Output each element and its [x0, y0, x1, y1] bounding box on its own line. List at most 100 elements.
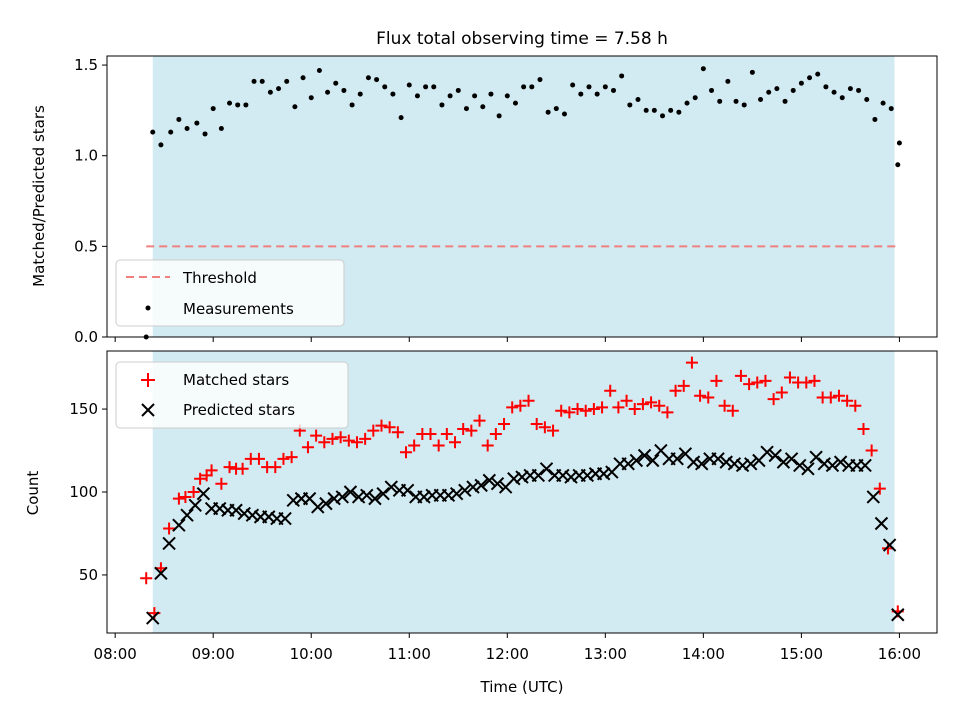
matched-star-point — [628, 403, 641, 416]
matched-star-point — [710, 374, 723, 387]
matched-star-point — [824, 391, 837, 404]
matched-star-point — [223, 461, 236, 474]
predicted-star-point — [237, 506, 251, 521]
matched-star-point — [215, 477, 228, 490]
matched-star-point — [506, 401, 519, 414]
predicted-star-point — [719, 455, 733, 469]
measurement-point — [749, 69, 755, 75]
measurement-point — [602, 84, 608, 90]
matched-star-point — [489, 427, 502, 440]
y-tick-label: 50 — [79, 566, 98, 584]
matched-star-point — [832, 389, 845, 402]
measurement-point — [668, 107, 674, 113]
measurement-point — [807, 75, 813, 81]
predicted-star-point — [564, 470, 578, 484]
matched-star-point — [236, 462, 249, 475]
measurement-point — [635, 97, 641, 103]
predicted-star-point — [466, 480, 480, 494]
predicted-star-point — [793, 458, 807, 473]
measurement-point — [725, 78, 731, 84]
matched-star-point — [636, 398, 649, 411]
measurement-point — [594, 91, 600, 97]
matched-star-point — [873, 482, 886, 495]
top-axes-frame — [106, 55, 938, 338]
count-panel: 50 100 150 08:00 09:00 10:00 11:00 12:00 13:00 1… — [24, 350, 938, 696]
measurement-point — [243, 102, 249, 108]
predicted-star-point — [172, 518, 186, 532]
predicted-star-point — [874, 516, 889, 531]
matched-star-point — [277, 452, 290, 465]
matched-star-point — [187, 486, 200, 498]
matched-star-point — [383, 421, 396, 434]
measurement-point — [227, 100, 233, 106]
measurement-point — [717, 98, 723, 104]
matched-star-point — [269, 461, 282, 474]
matched-star-point — [498, 417, 511, 430]
predicted-stars-points — [146, 443, 905, 625]
predicted-star-point — [686, 455, 701, 469]
predicted-star-point — [891, 608, 905, 622]
matched-star-point — [865, 444, 878, 457]
matched-star-point — [800, 376, 813, 389]
predicted-star-point — [196, 486, 211, 501]
measurement-point — [872, 116, 878, 122]
predicted-star-point — [776, 455, 791, 469]
y-tick-label: 150 — [69, 400, 98, 418]
chart-title: Flux total observing time = 7.58 h — [376, 29, 668, 49]
measurement-point — [529, 84, 535, 90]
matched-star-point — [849, 399, 862, 412]
matched-star-point — [718, 399, 731, 412]
matched-star-point — [571, 403, 584, 416]
y-tick-label: 0.5 — [74, 237, 98, 255]
measurements-legend-label: Measurements — [183, 300, 294, 318]
matched-star-point — [408, 439, 421, 452]
x-tick-label: 08:00 — [94, 645, 137, 663]
predicted-star-point — [286, 493, 300, 508]
predicted-star-point — [319, 496, 333, 511]
predicted-legend-swatch — [141, 403, 155, 417]
measurement-point — [168, 129, 174, 135]
matched-star-point — [653, 399, 666, 412]
predicted-star-point — [866, 490, 880, 504]
measurement-point — [709, 87, 715, 93]
measurement-point — [741, 102, 747, 108]
matched-star-point — [555, 404, 568, 417]
predicted-star-point — [311, 500, 325, 514]
matched-legend-label: Matched stars — [183, 371, 289, 389]
predicted-star-point — [556, 468, 570, 483]
measurement-point — [488, 91, 494, 97]
measurement-point — [292, 104, 298, 110]
measurement-point — [692, 95, 698, 101]
predicted-star-point — [833, 455, 848, 469]
predicted-star-point — [515, 470, 529, 484]
matched-star-point — [767, 393, 780, 406]
measurement-point — [398, 115, 404, 121]
predicted-star-point — [760, 445, 774, 459]
measurement-point — [504, 93, 510, 99]
measurement-point — [782, 98, 788, 104]
predicted-star-point — [245, 508, 260, 522]
top-y-axis-ticks: 0.0 0.5 1.0 1.5 — [74, 56, 107, 346]
predicted-star-point — [646, 453, 660, 468]
y-tick-label: 0.0 — [74, 328, 98, 346]
measurements-legend-swatch — [145, 305, 151, 311]
matched-star-point — [342, 434, 355, 447]
matched-star-point — [734, 369, 747, 382]
matched-star-point — [759, 374, 772, 387]
matched-star-point — [301, 441, 314, 454]
predicted-star-point — [360, 488, 374, 503]
measurement-point — [537, 77, 543, 83]
matched-star-point — [702, 391, 715, 404]
predicted-star-point — [376, 486, 390, 501]
measurement-point — [553, 106, 559, 112]
x-tick-label: 11:00 — [388, 645, 431, 663]
measurement-point — [758, 97, 764, 103]
matched-star-point — [310, 429, 323, 442]
measurement-point — [423, 84, 429, 90]
predicted-star-point — [441, 488, 456, 503]
measurement-point — [480, 104, 486, 110]
measurement-point — [472, 93, 478, 99]
predicted-star-point — [670, 452, 684, 466]
x-axis-label: Time (UTC) — [480, 678, 564, 696]
predicted-legend-label: Predicted stars — [183, 401, 295, 419]
